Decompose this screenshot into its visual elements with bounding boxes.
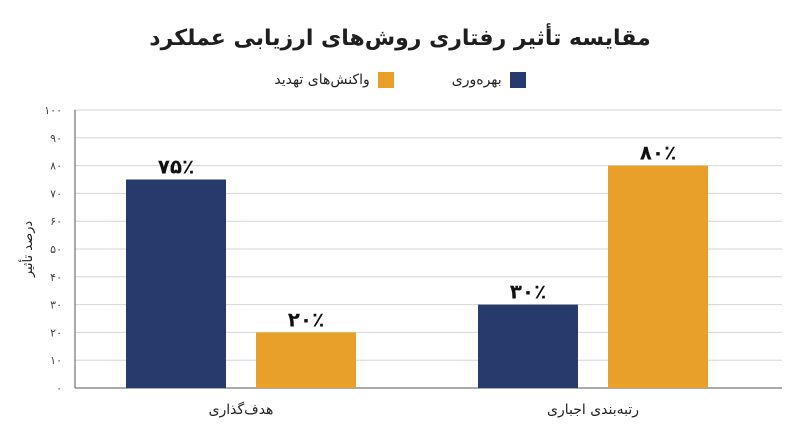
y-tick-label: ۱۰۰ — [44, 104, 62, 117]
data-label: ۳۰٪ — [510, 280, 547, 304]
y-tick-label: ۵۰ — [50, 243, 62, 256]
x-category-label: هدف‌گذاری — [209, 401, 274, 418]
legend-item-threat-reactions: واکنش‌های تهدید — [274, 72, 394, 88]
bar — [608, 165, 708, 388]
data-label: ۲۰٪ — [288, 307, 325, 331]
y-tick-label: ۲۰ — [50, 326, 62, 339]
y-tick-label: ۶۰ — [50, 215, 62, 228]
legend-item-productivity: بهره‌وری — [452, 72, 526, 88]
y-tick-label: ۰ — [56, 382, 62, 395]
y-tick-label: ۷۰ — [50, 187, 62, 200]
legend-label-threat-reactions: واکنش‌های تهدید — [274, 72, 370, 88]
legend-label-productivity: بهره‌وری — [451, 72, 502, 88]
y-tick-label: ۸۰ — [50, 160, 62, 173]
data-label: ۸۰٪ — [640, 141, 677, 165]
x-category-label: رتبه‌بندی اجباری — [547, 402, 639, 418]
legend-swatch-productivity — [509, 72, 526, 88]
y-tick-label: ۴۰ — [50, 271, 62, 284]
y-axis-title: درصد تأثیر — [18, 221, 36, 279]
y-tick-label: ۳۰ — [50, 299, 62, 312]
chart-title: مقایسه تأثیر رفتاری روش‌های ارزیابی عملک… — [149, 26, 651, 51]
bar — [126, 179, 226, 388]
bar — [478, 304, 578, 388]
legend: بهره‌وری واکنش‌های تهدید — [0, 72, 800, 88]
data-label: ۷۵٪ — [158, 155, 195, 179]
y-tick-label: ۱۰ — [50, 354, 62, 367]
legend-swatch-threat-reactions — [377, 72, 394, 88]
y-tick-label: ۹۰ — [50, 132, 62, 145]
bar — [256, 332, 356, 388]
